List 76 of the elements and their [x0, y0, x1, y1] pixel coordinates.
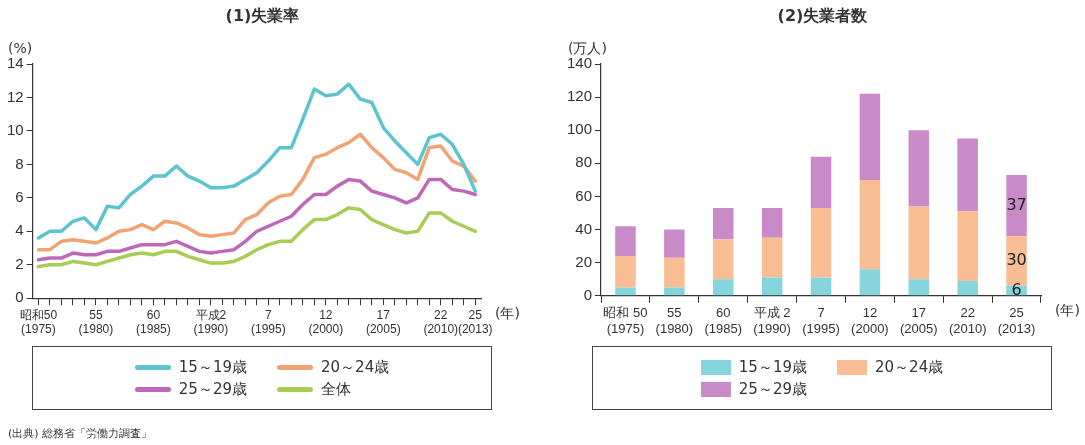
- x-tick-label: 25 (2013): [997, 305, 1036, 336]
- bar: [908, 206, 930, 280]
- x-tick-label: 55 (1980): [655, 305, 694, 336]
- x-tick-label: 60 (1985): [136, 307, 171, 337]
- bar: [859, 269, 881, 296]
- x-tick-label: 55 (1980): [78, 307, 114, 337]
- bar: [712, 208, 734, 240]
- y-tick-label: 100: [567, 120, 593, 138]
- legend-label: 15～19歳: [738, 357, 807, 377]
- bar: [810, 156, 832, 209]
- legend-label: 20～24歳: [321, 357, 390, 377]
- x-tick-label: 60 (1985): [704, 305, 743, 336]
- bar: [1006, 174, 1027, 237]
- y-tick-label: 120: [567, 87, 593, 105]
- bar: [957, 138, 978, 212]
- y-tick-label: 12: [7, 87, 24, 105]
- legend-label: 15～19歳: [178, 357, 247, 377]
- bar: [957, 280, 978, 296]
- bar: [761, 237, 783, 278]
- bar: [761, 277, 783, 296]
- bar: [615, 226, 636, 257]
- y-tick-label: 8: [15, 154, 24, 172]
- x-tick-label: 昭和50 (1975): [19, 307, 58, 337]
- legend-label: 全体: [321, 379, 351, 399]
- bar: [908, 130, 930, 207]
- bar: [664, 287, 685, 296]
- bar: [712, 239, 734, 280]
- text: (出典) 総務省「労働力調査」: [8, 426, 153, 441]
- bar: [615, 256, 636, 288]
- y-tick-label: 6: [15, 187, 24, 205]
- legend-label: 25～29歳: [178, 379, 247, 399]
- y-axis-title: (%): [8, 39, 33, 56]
- bar: [615, 287, 636, 296]
- chart-title: (1)失業率: [224, 6, 301, 27]
- x-tick-label: 7 (1995): [802, 305, 840, 336]
- x-tick-label: 12 (2000): [308, 307, 344, 337]
- y-axis-title: (万人): [568, 39, 607, 56]
- x-tick-label: 7 (1995): [250, 307, 286, 337]
- bar: [908, 279, 930, 296]
- bar: [810, 208, 832, 278]
- bar: [859, 93, 881, 180]
- x-axis-title: (年): [495, 304, 520, 321]
- legend-label: 20～24歳: [875, 357, 944, 377]
- x-tick-label: 17 (2005): [365, 307, 401, 337]
- y-tick-label: 20: [575, 252, 593, 270]
- bar: [859, 179, 881, 270]
- x-tick-label: 昭和 50 (1975): [603, 305, 648, 336]
- bar: [664, 257, 685, 288]
- legend-label: 25～29歳: [738, 379, 807, 399]
- y-tick-label: 0: [583, 285, 593, 303]
- y-tick-label: 140: [567, 54, 593, 72]
- chart-title: (2)失業者数: [776, 6, 869, 27]
- data-label: 6: [1011, 279, 1022, 299]
- x-tick-label: 22 (2010): [948, 305, 987, 336]
- x-axis-title: (年): [1055, 302, 1080, 319]
- x-tick-label: 17 (2005): [900, 305, 938, 336]
- y-tick-label: 0: [15, 288, 24, 306]
- data-label: 30: [1006, 250, 1027, 270]
- y-tick-label: 4: [15, 221, 24, 239]
- bar: [810, 277, 832, 296]
- x-tick-label: 平成 2 (1990): [753, 305, 791, 336]
- x-tick-label: 12 (2000): [851, 305, 889, 336]
- bar: [957, 211, 978, 281]
- data-label: 37: [1006, 194, 1027, 214]
- y-tick-label: 60: [575, 186, 593, 204]
- y-tick-label: 80: [575, 153, 593, 171]
- y-tick-label: 40: [575, 219, 593, 237]
- bar: [664, 229, 685, 258]
- x-tick-label: 平成2 (1990): [193, 307, 229, 337]
- bar: [761, 208, 783, 238]
- y-tick-label: 2: [15, 254, 24, 272]
- y-tick-label: 14: [7, 54, 24, 72]
- x-tick-label: 22 (2010): [423, 307, 459, 337]
- bar: [712, 279, 734, 296]
- y-tick-label: 10: [7, 121, 24, 139]
- x-tick-label: 25 (2013): [457, 307, 493, 337]
